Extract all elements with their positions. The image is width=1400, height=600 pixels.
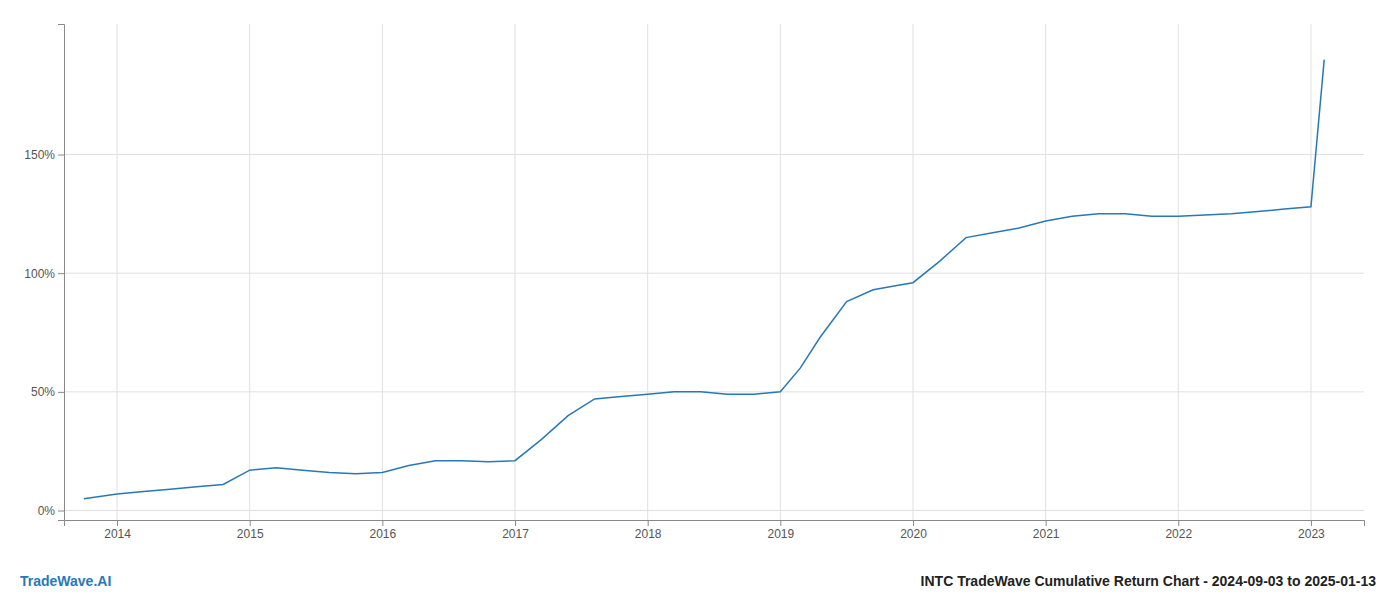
y-tick: 100% xyxy=(24,267,64,281)
x-grid-line xyxy=(249,24,250,520)
y-grid-line xyxy=(64,510,1364,511)
marks xyxy=(84,60,1324,499)
line xyxy=(84,60,1324,499)
y-tick-mark xyxy=(58,392,64,393)
x-grid-line xyxy=(647,24,648,520)
y-tick: 150% xyxy=(24,148,64,162)
x-tick-mark xyxy=(1178,520,1179,526)
x-tick-label: 2023 xyxy=(1298,527,1325,541)
x-tick-label: 2019 xyxy=(767,527,794,541)
x-tick: 2019 xyxy=(767,520,794,541)
y-tick-label: 50% xyxy=(31,385,55,399)
watermark: TradeWave.AI xyxy=(20,573,111,589)
chart: 2014 2015 2016 2017 2018 2019 2020 2021 2022 2023… xyxy=(0,0,1400,600)
x-tick: 2021 xyxy=(1033,520,1060,541)
y-grid-line xyxy=(64,154,1364,155)
x-grid-line xyxy=(780,24,781,520)
grid xyxy=(64,24,1364,520)
x-tick-mark xyxy=(913,520,914,526)
y-grid-line xyxy=(64,391,1364,392)
y-grid-line xyxy=(64,273,1364,274)
x-tick: 2017 xyxy=(502,520,529,541)
x-tick: 2016 xyxy=(370,520,397,541)
x-tick-mark xyxy=(648,520,649,526)
x-grid-line xyxy=(1045,24,1046,520)
y-tick: 50% xyxy=(31,385,64,399)
x-tick-mark xyxy=(780,520,781,526)
x-tick-label: 2015 xyxy=(237,527,264,541)
x-grid-line xyxy=(1310,24,1311,520)
x-grid-line xyxy=(515,24,516,520)
x-tick-mark xyxy=(117,520,118,526)
x-tick: 2018 xyxy=(635,520,662,541)
x-tick-label: 2021 xyxy=(1033,527,1060,541)
x-axis: 2014 2015 2016 2017 2018 2019 2020 2021 2022 2023 xyxy=(65,520,1365,541)
y-axis: 0% 50% 100% 150% xyxy=(24,25,64,521)
x-axis-line xyxy=(65,521,1365,527)
y-tick-label: 150% xyxy=(24,148,55,162)
x-tick-label: 2022 xyxy=(1165,527,1192,541)
x-grid-line xyxy=(117,24,118,520)
y-tick-mark xyxy=(58,273,64,274)
x-tick-mark xyxy=(1046,520,1047,526)
y-tick: 0% xyxy=(38,504,64,518)
plot: 2014 2015 2016 2017 2018 2019 2020 2021 2022 2023… xyxy=(24,24,1364,541)
x-tick-mark xyxy=(382,520,383,526)
y-axis-line xyxy=(58,25,65,521)
x-grid-line xyxy=(382,24,383,520)
x-tick-label: 2018 xyxy=(635,527,662,541)
x-tick: 2014 xyxy=(104,520,131,541)
x-tick-mark xyxy=(250,520,251,526)
y-tick-mark xyxy=(58,155,64,156)
y-tick-label: 0% xyxy=(38,504,56,518)
y-tick-label: 100% xyxy=(24,267,55,281)
x-grid-line xyxy=(1178,24,1179,520)
x-tick-label: 2016 xyxy=(370,527,397,541)
x-tick: 2023 xyxy=(1298,520,1325,541)
x-tick: 2020 xyxy=(900,520,927,541)
x-tick-mark xyxy=(515,520,516,526)
y-tick-mark xyxy=(58,511,64,512)
title: INTC TradeWave Cumulative Return Chart -… xyxy=(921,573,1377,589)
x-tick-label: 2014 xyxy=(104,527,131,541)
x-tick-label: 2017 xyxy=(502,527,529,541)
x-tick-mark xyxy=(1311,520,1312,526)
x-tick: 2022 xyxy=(1165,520,1192,541)
x-tick: 2015 xyxy=(237,520,264,541)
x-tick-label: 2020 xyxy=(900,527,927,541)
x-grid-line xyxy=(912,24,913,520)
